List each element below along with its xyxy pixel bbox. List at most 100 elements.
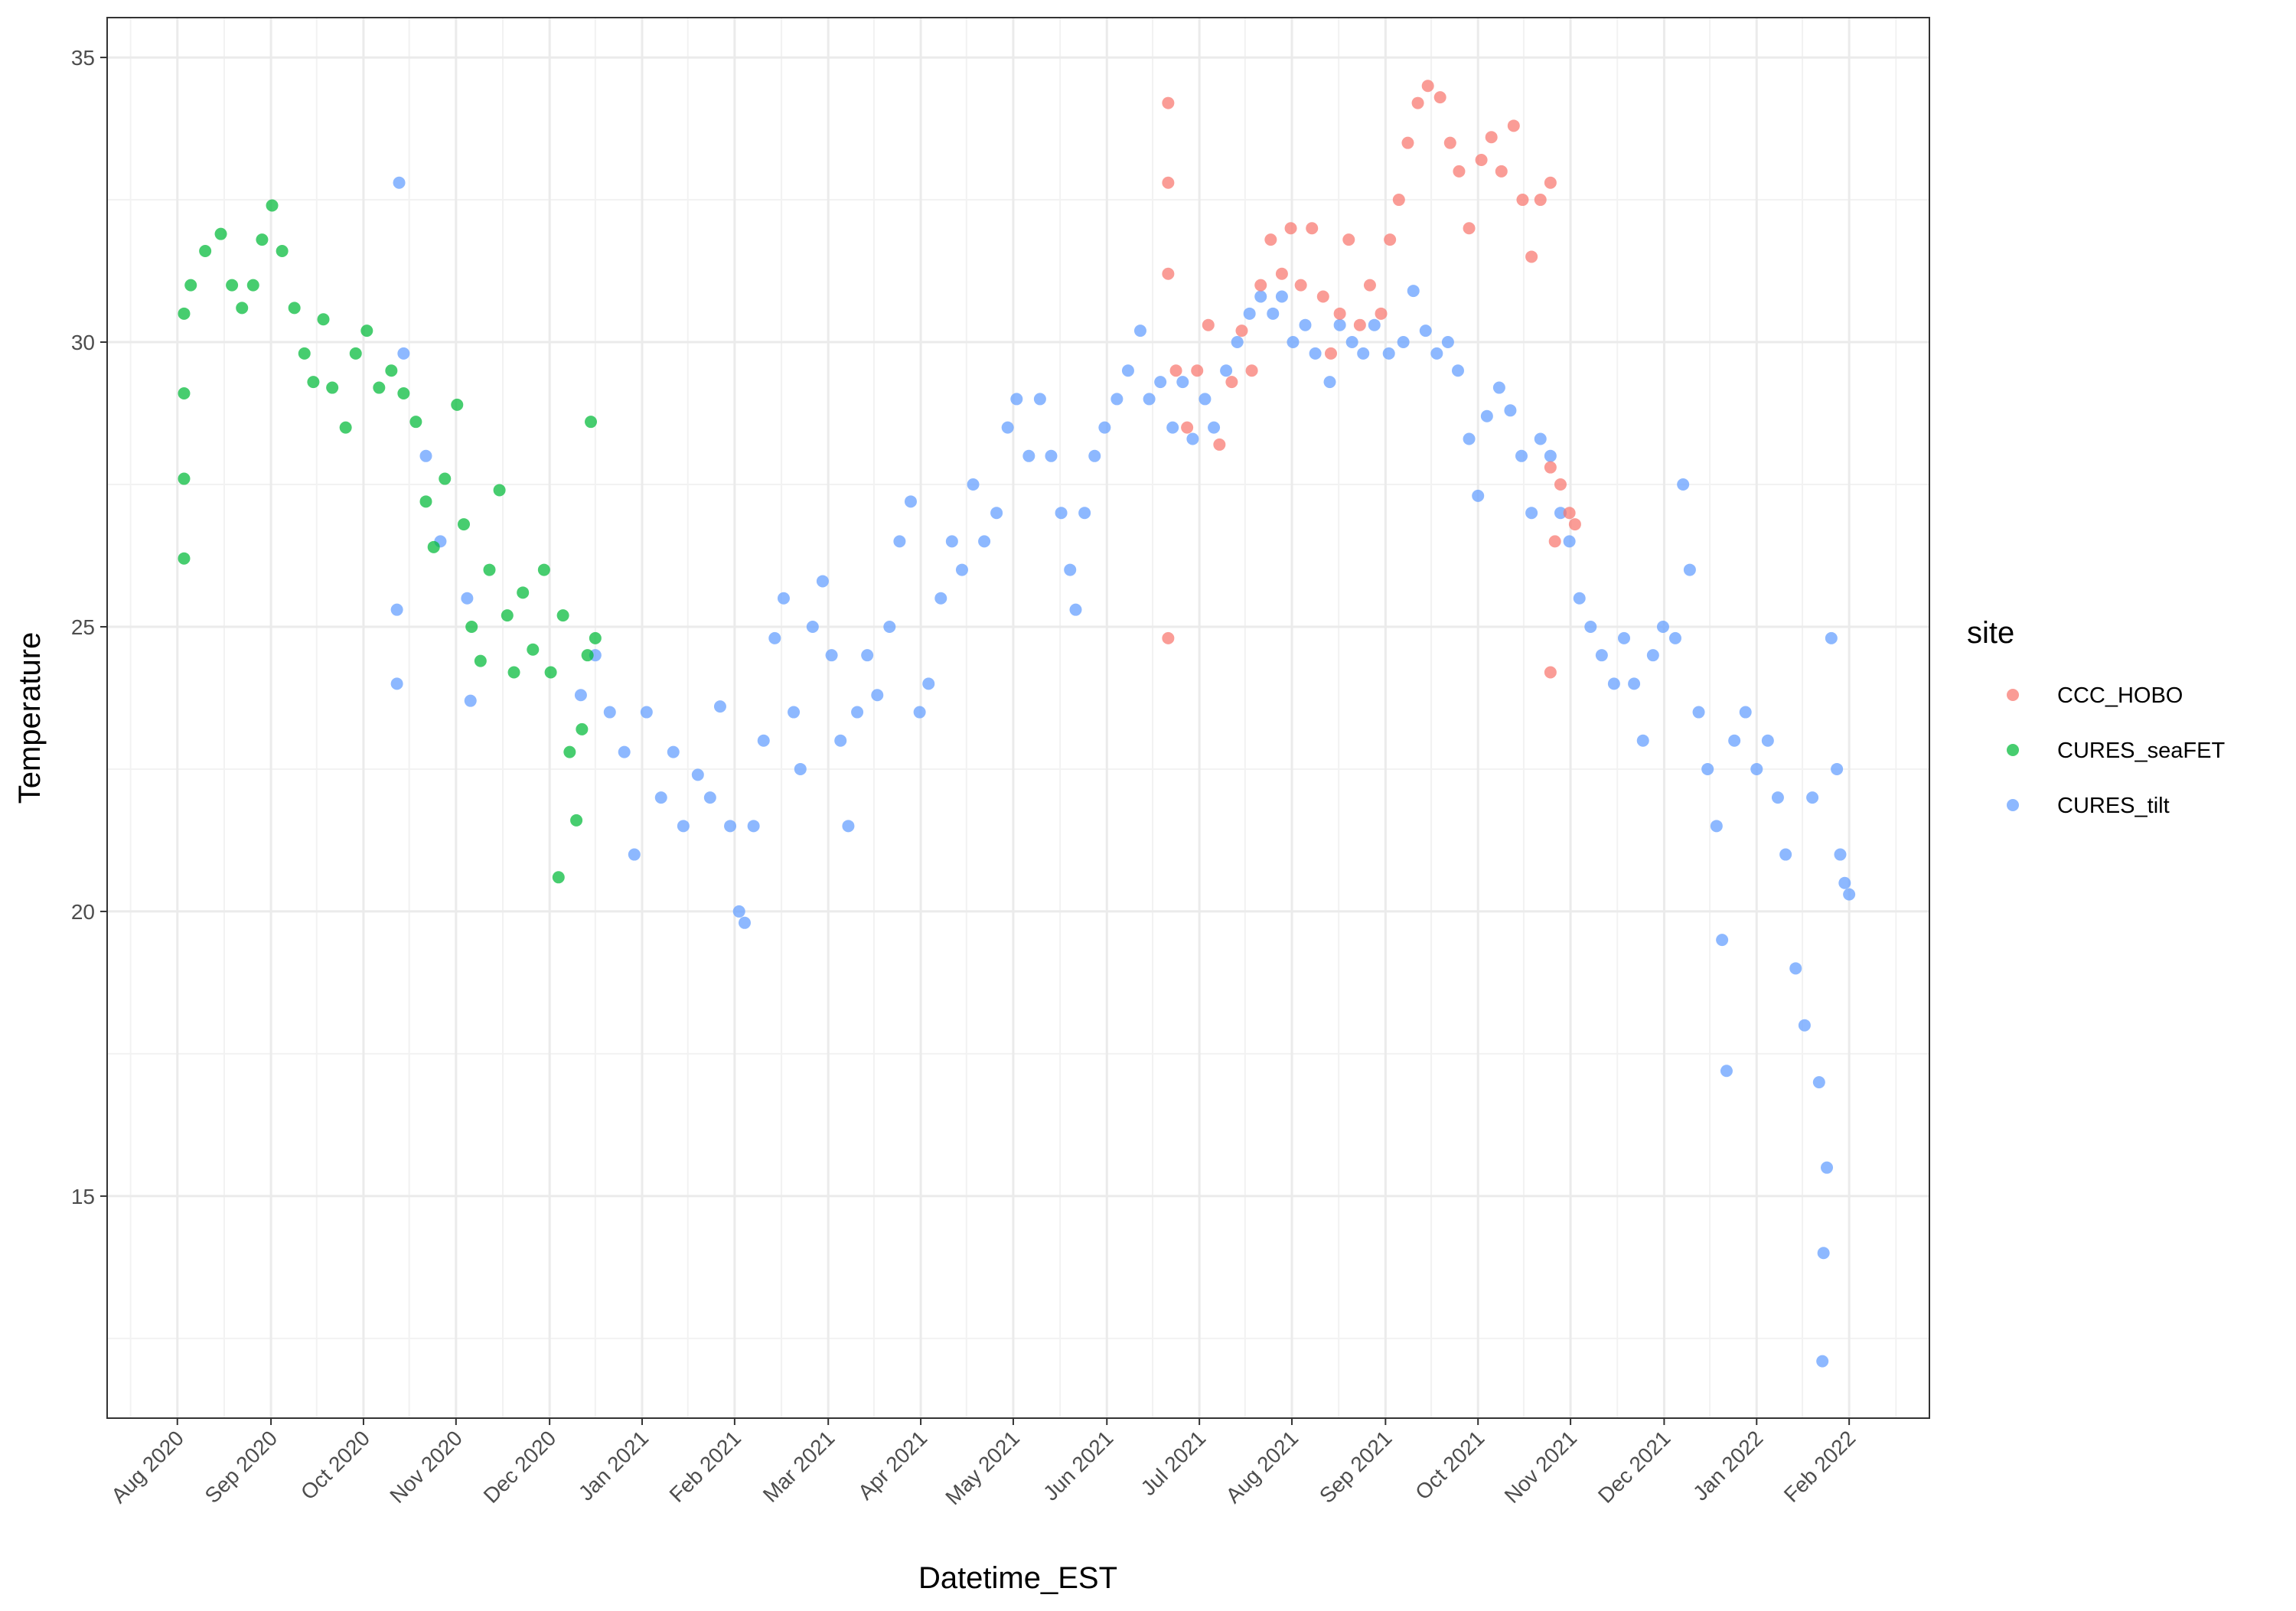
data-point [1392,194,1405,207]
data-point [373,381,386,394]
data-point [1345,336,1358,349]
data-point [1342,233,1355,246]
data-point [1834,848,1847,861]
data-point [1162,267,1175,280]
data-point [1384,233,1397,246]
y-tick-label: 20 [71,900,95,924]
data-point [1789,962,1802,975]
data-point [1309,347,1322,360]
data-point [1825,631,1838,644]
data-point [691,768,704,781]
data-point [1166,421,1179,434]
data-point [1143,393,1156,406]
legend: site CCC_HOBO CURES_seaFET CURES_tilt [1967,616,2225,818]
data-point [585,416,598,429]
legend-label: CURES_tilt [2057,794,2170,818]
data-point [1208,421,1221,434]
data-point [1407,285,1420,298]
data-point [893,535,906,548]
data-point [904,495,917,508]
data-point [1186,432,1199,445]
data-point [1683,563,1696,576]
data-point [419,495,432,508]
data-point [1235,324,1248,338]
data-point [581,649,594,662]
data-point [1544,449,1557,462]
data-point [945,535,958,548]
data-point [1264,233,1277,246]
data-point [1375,307,1388,320]
data-point [214,227,227,240]
data-point [1357,347,1370,360]
data-point [1162,631,1175,644]
data-point [1525,250,1538,263]
data-point [1554,478,1567,491]
data-point [1382,347,1395,360]
data-point [246,279,259,292]
data-point [570,814,583,827]
data-point [816,575,829,588]
data-point [552,871,565,884]
data-point [1544,176,1557,189]
data-point [1202,318,1215,331]
data-point [409,416,422,429]
data-point [1817,1247,1830,1260]
data-point [1294,279,1307,292]
data-point [713,700,726,713]
data-point [1739,706,1752,719]
data-point [458,518,471,531]
data-point [439,472,452,485]
data-point [178,386,191,399]
data-point [360,324,373,338]
data-point [298,347,311,360]
data-point [1191,364,1204,377]
y-axis-title: Temperature [13,632,47,804]
data-point [1064,563,1077,576]
data-point [1069,603,1082,616]
data-point [288,302,301,315]
data-point [806,620,819,633]
data-point [1716,934,1729,947]
data-point [1430,347,1443,360]
data-point [1419,324,1432,338]
data-point [1656,620,1669,633]
data-point [507,666,520,679]
data-point [677,820,690,833]
data-point [1324,347,1337,360]
data-point [419,449,432,462]
data-point [178,307,191,320]
data-point [339,421,352,434]
data-point [1121,364,1134,377]
data-point [1750,762,1763,775]
data-point [654,791,667,804]
data-point [465,620,478,633]
data-point [1088,449,1101,462]
data-point [1806,791,1819,804]
data-point [1213,438,1226,451]
data-point [1243,307,1256,320]
legend-marker [2007,744,2019,756]
data-point [1368,318,1381,331]
data-point [1451,364,1464,377]
data-point [1534,432,1547,445]
data-point [1275,290,1288,303]
data-point [563,745,576,758]
data-point [628,848,641,861]
data-point [589,631,602,644]
data-point [1534,194,1547,207]
data-point [1098,421,1111,434]
data-point [1169,364,1182,377]
data-point [1176,376,1189,389]
data-point [1646,649,1659,662]
data-point [1668,631,1681,644]
data-point [307,376,320,389]
data-point [1720,1065,1733,1078]
data-point [1463,222,1476,235]
data-point [1433,91,1446,104]
data-point [1480,409,1493,422]
data-point [199,245,212,257]
data-point [1254,290,1267,303]
data-point [1472,489,1485,502]
